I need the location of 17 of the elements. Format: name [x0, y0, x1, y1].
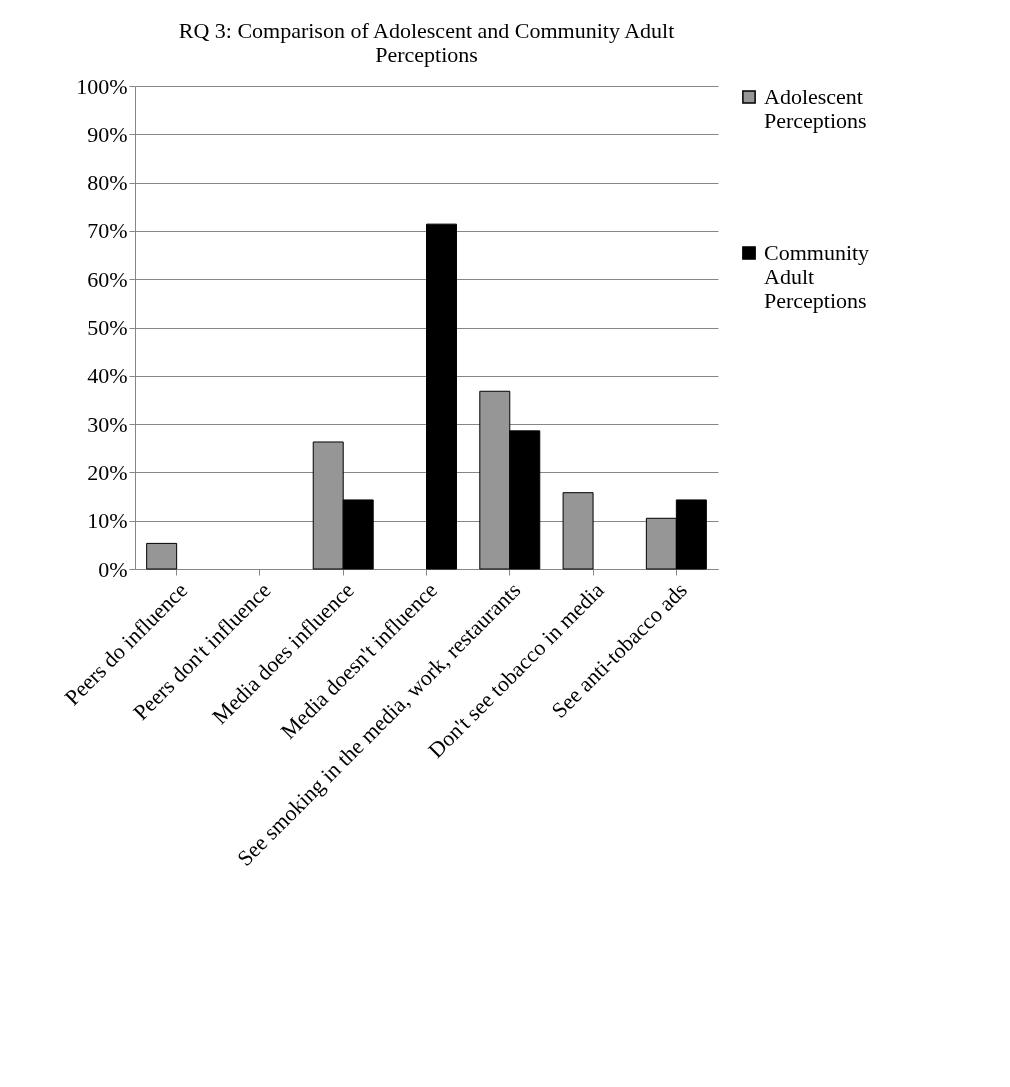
y-tick-label: 80%: [87, 170, 128, 196]
y-tick-label: 30%: [87, 411, 128, 437]
legend-label: Community Adult Perceptions: [764, 240, 870, 313]
bar: [426, 223, 457, 570]
y-tick-label: 50%: [87, 315, 128, 340]
y-tick-label: 60%: [87, 266, 128, 292]
y-tick-label: 40%: [87, 363, 128, 389]
chart-title: RQ 3: Comparison of Adolescent and Community Adult Perceptions: [178, 18, 675, 67]
y-tick-label: 10%: [87, 508, 128, 534]
y-tick-label: 70%: [87, 218, 128, 244]
bar: [562, 492, 594, 570]
legend-label: Adolescent Perceptions: [764, 84, 867, 133]
y-tick-label: 0%: [98, 556, 128, 582]
bar: [146, 542, 178, 570]
y-tick-label: 90%: [87, 121, 128, 147]
y-tick-label: 20%: [87, 459, 128, 485]
y-tick-label: 100%: [76, 73, 128, 99]
